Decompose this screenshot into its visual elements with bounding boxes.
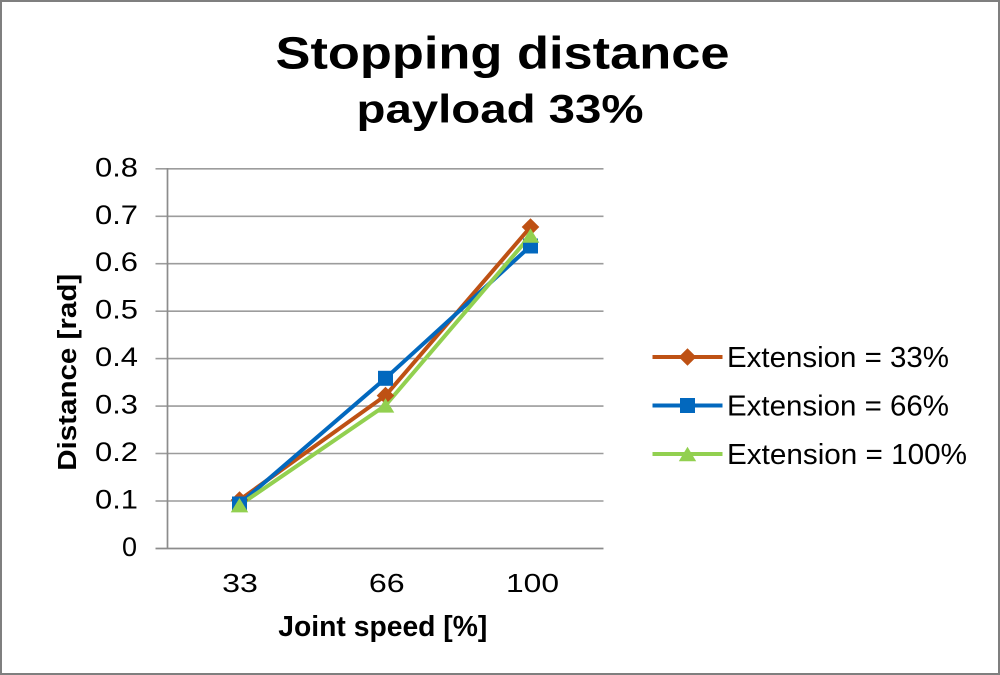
svg-text:Extension = 100%: Extension = 100% bbox=[727, 439, 967, 471]
svg-text:Extension = 66%: Extension = 66% bbox=[727, 391, 949, 423]
svg-text:Stopping distance: Stopping distance bbox=[276, 28, 730, 79]
svg-text:Extension = 33%: Extension = 33% bbox=[727, 342, 949, 374]
svg-text:0: 0 bbox=[122, 532, 137, 562]
svg-text:0.2: 0.2 bbox=[95, 437, 138, 467]
svg-text:0.5: 0.5 bbox=[95, 295, 138, 325]
svg-text:0.7: 0.7 bbox=[95, 200, 138, 230]
svg-text:0.3: 0.3 bbox=[95, 390, 138, 420]
svg-text:0.8: 0.8 bbox=[95, 152, 138, 182]
svg-text:0.1: 0.1 bbox=[95, 485, 138, 515]
svg-text:Distance [rad]: Distance [rad] bbox=[54, 274, 82, 471]
svg-text:payload 33%: payload 33% bbox=[357, 88, 644, 132]
svg-text:100: 100 bbox=[506, 570, 559, 598]
svg-text:66: 66 bbox=[369, 570, 405, 598]
svg-text:Joint speed [%]: Joint speed [%] bbox=[278, 611, 487, 643]
svg-text:0.6: 0.6 bbox=[95, 247, 138, 277]
svg-text:0.4: 0.4 bbox=[95, 342, 138, 372]
svg-text:33: 33 bbox=[222, 570, 258, 598]
